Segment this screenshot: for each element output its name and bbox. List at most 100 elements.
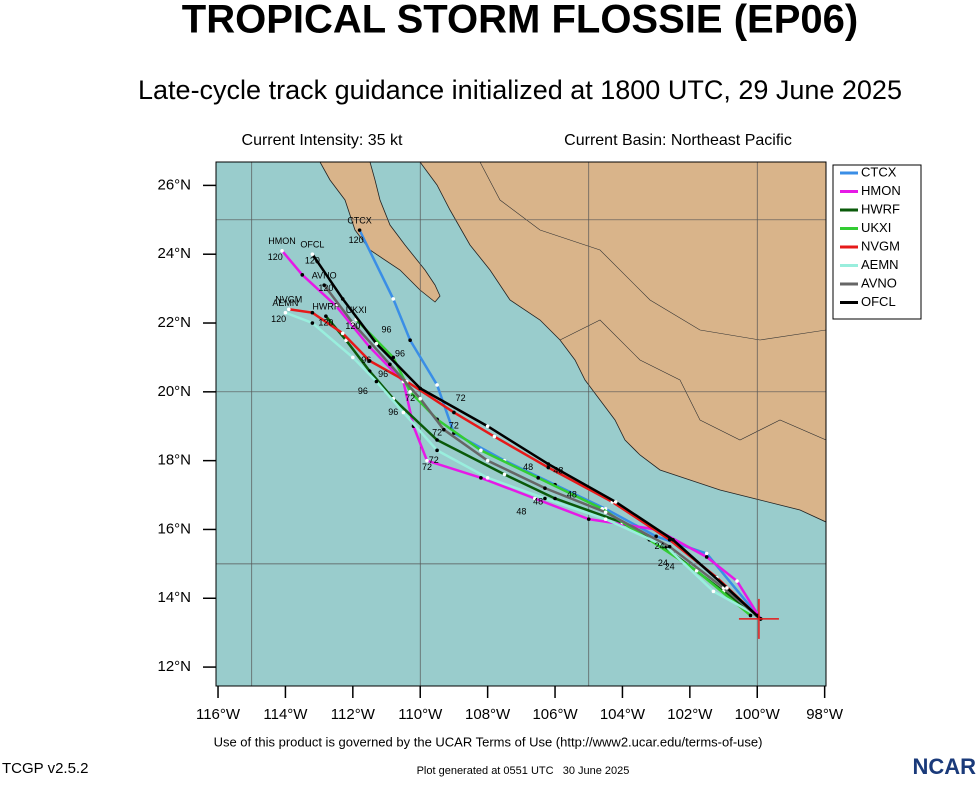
track-point [367, 345, 372, 349]
track-point [694, 568, 699, 573]
x-tick-label: 108°W [465, 706, 511, 723]
state-borders [479, 162, 826, 341]
track-end-label: UKXI [346, 305, 367, 315]
hour-label: 96 [358, 386, 368, 396]
track-point [340, 297, 345, 301]
hour-label: 72 [405, 393, 415, 403]
hour-label: 96 [361, 355, 371, 365]
track-point [351, 355, 355, 360]
logo: NCAR [912, 754, 976, 779]
hour-label: 48 [533, 496, 543, 506]
legend-label: NVGM [861, 238, 900, 253]
hour-label: 120 [345, 321, 360, 331]
hour-label: 120 [305, 255, 320, 265]
track-point [603, 510, 608, 515]
hour-label: 96 [378, 369, 388, 379]
generated: Plot generated at 0551 UTC 30 June 2025 [417, 765, 630, 777]
hour-label: 72 [429, 455, 439, 465]
legend-label: UKXI [861, 220, 891, 235]
y-tick-label: 26°N [157, 176, 191, 193]
track [284, 311, 758, 617]
track [355, 318, 752, 617]
track-point [435, 448, 439, 453]
track-point [704, 551, 709, 556]
hour-label: 72 [422, 462, 432, 472]
legend-label: AVNO [861, 275, 897, 290]
track-point [340, 331, 345, 336]
track-point [502, 472, 507, 477]
track-point [391, 297, 396, 301]
track-point [442, 427, 446, 432]
track-point [603, 517, 608, 521]
x-tick-label: 102°W [667, 706, 713, 723]
track-point [388, 362, 392, 367]
legend-label: CTCX [861, 164, 897, 179]
subtitle: Late-cycle track guidance initialized at… [138, 75, 902, 105]
track-point [334, 304, 338, 308]
hour-label: 120 [318, 283, 333, 293]
hour-label: 24 [658, 558, 668, 568]
track-point [485, 458, 490, 463]
map-frame [215, 161, 827, 687]
x-tick-label: 116°W [196, 706, 241, 723]
track-point [479, 448, 483, 453]
track-point [654, 534, 658, 539]
hour-label: 48 [516, 507, 526, 517]
y-tick-label: 20°N [157, 383, 191, 400]
track-point [367, 359, 372, 363]
track-point [748, 613, 753, 618]
track-point [374, 379, 379, 384]
y-tick-label: 16°N [157, 520, 191, 537]
track-point [735, 579, 739, 583]
hour-label: 48 [553, 465, 563, 475]
track-point [280, 248, 284, 253]
track-point [533, 496, 537, 501]
legend-label: AEMN [861, 257, 899, 272]
track-point [351, 321, 355, 325]
track-point [286, 307, 291, 312]
track-point [704, 555, 709, 559]
track-point [425, 458, 429, 463]
track-point [485, 424, 490, 429]
basin: Current Basin: Northeast Pacific [564, 132, 792, 149]
x-tick-label: 104°W [600, 706, 646, 723]
hour-label: 96 [382, 324, 392, 334]
track-point [546, 462, 551, 466]
hour-label: 120 [271, 314, 286, 324]
x-tick-label: 100°W [735, 706, 781, 723]
intensity: Current Intensity: 35 kt [242, 132, 404, 149]
hour-label: 96 [388, 407, 398, 417]
track-point [435, 383, 439, 387]
track-end-label: HWRF [312, 302, 339, 312]
track-point [536, 476, 540, 480]
hour-label: 72 [449, 421, 459, 431]
y-tick-label: 24°N [157, 245, 191, 262]
track-end-label: NVGM [275, 295, 302, 305]
hour-label: 24 [655, 541, 665, 551]
track-point [671, 537, 675, 542]
track-point [613, 500, 618, 504]
y-tick-label: 18°N [157, 452, 191, 469]
version: TCGP v2.5.2 [2, 760, 88, 777]
track-point [408, 390, 412, 394]
x-tick-label: 110°W [398, 706, 443, 723]
legend-label: OFCL [861, 294, 896, 309]
track-point [418, 396, 423, 401]
x-tick-label: 98°W [806, 706, 844, 723]
track-point [452, 410, 456, 415]
hour-label: 120 [349, 235, 364, 245]
track-end-label: AEMN [272, 298, 298, 308]
hour-label: 120 [318, 317, 333, 327]
track-point [586, 517, 591, 521]
y-tick-label: 22°N [157, 314, 191, 331]
hour-label: 96 [395, 348, 405, 358]
legend-label: HWRF [861, 201, 900, 216]
track-point [310, 252, 315, 257]
x-tick-label: 112°W [331, 706, 376, 723]
x-tick-label: 114°W [263, 706, 308, 723]
x-tick-label: 106°W [532, 706, 578, 723]
track-point [543, 496, 547, 501]
track-end-label: CTCX [347, 215, 372, 225]
